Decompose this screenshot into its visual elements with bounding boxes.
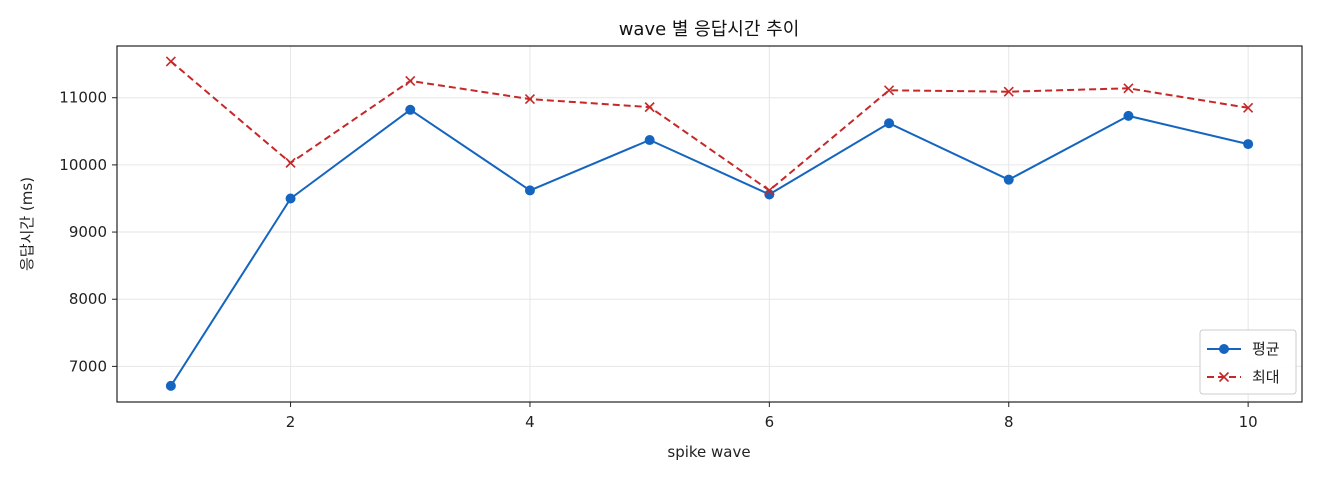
data-point [524, 185, 535, 196]
series-2 [165, 56, 1254, 196]
y-tick-label: 11000 [59, 89, 107, 107]
data-point [1243, 139, 1254, 150]
data-point [1123, 83, 1134, 94]
legend-marker [1219, 344, 1229, 354]
data-point [285, 193, 296, 204]
y-axis: 7000 8000 9000 10000 11000 [59, 89, 117, 375]
x-tick-label: 10 [1239, 413, 1258, 431]
x-tick-label: 8 [1004, 413, 1014, 431]
data-point [1003, 86, 1014, 97]
x-axis-title: spike wave [667, 443, 750, 461]
data-point [524, 93, 536, 105]
legend-label: 최대 [1252, 368, 1280, 386]
x-tick-label: 6 [765, 413, 775, 431]
x-axis: 2 4 6 8 10 [286, 402, 1258, 431]
series-layer [165, 56, 1254, 391]
plot-frame [116, 45, 1303, 403]
y-tick-label: 7000 [69, 357, 107, 375]
data-point [644, 135, 655, 146]
series-1 [165, 104, 1254, 391]
data-point [165, 56, 176, 67]
legend-label: 평균 [1252, 340, 1280, 358]
x-tick-label: 4 [525, 413, 535, 431]
legend-item: 최대 [1207, 368, 1280, 386]
series-line [170, 60, 1249, 192]
chart-title: wave 별 응답시간 추이 [619, 19, 800, 40]
y-tick-label: 9000 [69, 223, 107, 241]
data-point [764, 185, 775, 196]
legend-marker [1218, 371, 1230, 383]
data-point [1123, 110, 1134, 121]
data-point [285, 157, 296, 168]
series-line [170, 108, 1249, 387]
grid [117, 46, 1302, 402]
data-point [1243, 102, 1254, 113]
y-tick-label: 10000 [59, 156, 107, 174]
legend-item: 평균 [1207, 340, 1280, 358]
data-point [883, 85, 895, 96]
data-point [1003, 174, 1014, 185]
data-point [884, 118, 895, 129]
legend-box [1199, 329, 1297, 395]
x-tick-label: 2 [286, 413, 296, 431]
y-axis-title: 응답시간 (ms) [18, 177, 36, 271]
data-point [405, 104, 416, 115]
data-point [644, 102, 655, 113]
y-tick-label: 8000 [69, 290, 107, 308]
data-point [405, 75, 416, 86]
data-point [165, 380, 176, 391]
